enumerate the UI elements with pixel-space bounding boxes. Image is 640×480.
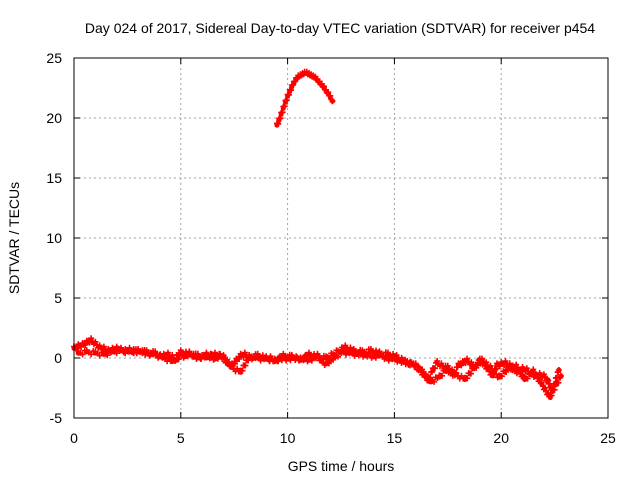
data-marker (242, 362, 249, 369)
data-marker (190, 353, 197, 360)
data-marker (498, 373, 505, 380)
data-marker (558, 373, 565, 379)
data-marker (250, 355, 257, 361)
axis-ticks: 0 5 10 15 20 25 -5 0 5 10 15 20 25 (46, 50, 616, 446)
data-marker (545, 389, 552, 396)
data-marker (326, 354, 333, 361)
data-marker (422, 371, 429, 378)
data-marker (431, 378, 438, 385)
data-marker (554, 374, 561, 381)
data-marker (524, 375, 531, 382)
y-tick-label: 5 (54, 290, 62, 306)
data-marker (431, 365, 438, 372)
data-marker (215, 354, 222, 361)
data-marker (258, 355, 265, 362)
data-marker (380, 352, 387, 359)
data-marker (113, 350, 120, 357)
data-marker (284, 355, 291, 361)
data-marker (536, 376, 543, 383)
data-marker (198, 355, 205, 362)
data-marker (439, 372, 446, 379)
data-marker (508, 366, 515, 373)
data-marker (540, 371, 547, 378)
data-marker (545, 377, 552, 384)
y-tick-label: 15 (46, 170, 62, 186)
data-marker (275, 358, 282, 364)
data-marker (388, 354, 395, 361)
data-marker (530, 366, 537, 373)
data-marker (325, 89, 332, 96)
x-tick-label: 20 (493, 430, 509, 446)
data-marker (548, 392, 555, 399)
data-marker (147, 351, 154, 358)
y-tick-label: -5 (50, 410, 63, 426)
data-marker (555, 367, 562, 373)
data-marker (96, 352, 103, 359)
data-marker (329, 98, 336, 105)
data-marker (547, 382, 554, 389)
data-marker (320, 83, 327, 90)
data-marker (122, 350, 129, 357)
data-marker (533, 371, 540, 378)
data-marker (519, 371, 526, 378)
data-marker (473, 364, 480, 371)
grid-lines (74, 58, 608, 418)
x-tick-label: 10 (280, 430, 296, 446)
data-marker (239, 367, 246, 374)
y-tick-label: 25 (46, 50, 62, 66)
y-tick-label: 20 (46, 110, 62, 126)
y-tick-label: 0 (54, 350, 62, 366)
data-marker (331, 351, 338, 358)
x-tick-label: 15 (387, 430, 403, 446)
x-tick-label: 5 (177, 430, 185, 446)
data-marker (541, 384, 548, 391)
data-marker (318, 356, 325, 363)
data-marker (309, 354, 316, 361)
data-marker (371, 350, 378, 357)
data-marker (130, 350, 137, 357)
y-tick-label: 10 (46, 230, 62, 246)
data-marker (513, 361, 520, 368)
data-marker (337, 348, 344, 355)
y-axis-label: SDTVAR / TECUs (6, 182, 22, 294)
data-marker (550, 386, 557, 393)
data-marker (355, 350, 362, 357)
data-marker (335, 353, 342, 360)
data-marker (363, 350, 370, 357)
data-marker (491, 367, 498, 374)
data-marker (419, 366, 426, 373)
data-marker (538, 379, 545, 386)
x-axis-label: GPS time / hours (288, 458, 395, 474)
data-marker (104, 352, 111, 359)
data-marker (88, 351, 95, 358)
data-marker (220, 352, 227, 358)
data-points (71, 68, 565, 401)
data-marker (327, 92, 334, 99)
data-marker (181, 351, 188, 358)
data-marker (464, 375, 471, 382)
data-marker (516, 366, 523, 373)
data-marker (206, 355, 213, 362)
data-marker (79, 351, 86, 358)
data-marker (172, 357, 179, 364)
x-tick-label: 25 (600, 430, 616, 446)
data-marker (300, 356, 307, 363)
data-marker (139, 350, 146, 357)
chart-title: Day 024 of 2017, Sidereal Day-to-day VTE… (85, 20, 595, 36)
x-tick-label: 0 (70, 430, 78, 446)
data-marker (467, 370, 474, 377)
data-marker (224, 356, 231, 363)
data-marker (552, 380, 559, 387)
data-marker (487, 362, 494, 369)
